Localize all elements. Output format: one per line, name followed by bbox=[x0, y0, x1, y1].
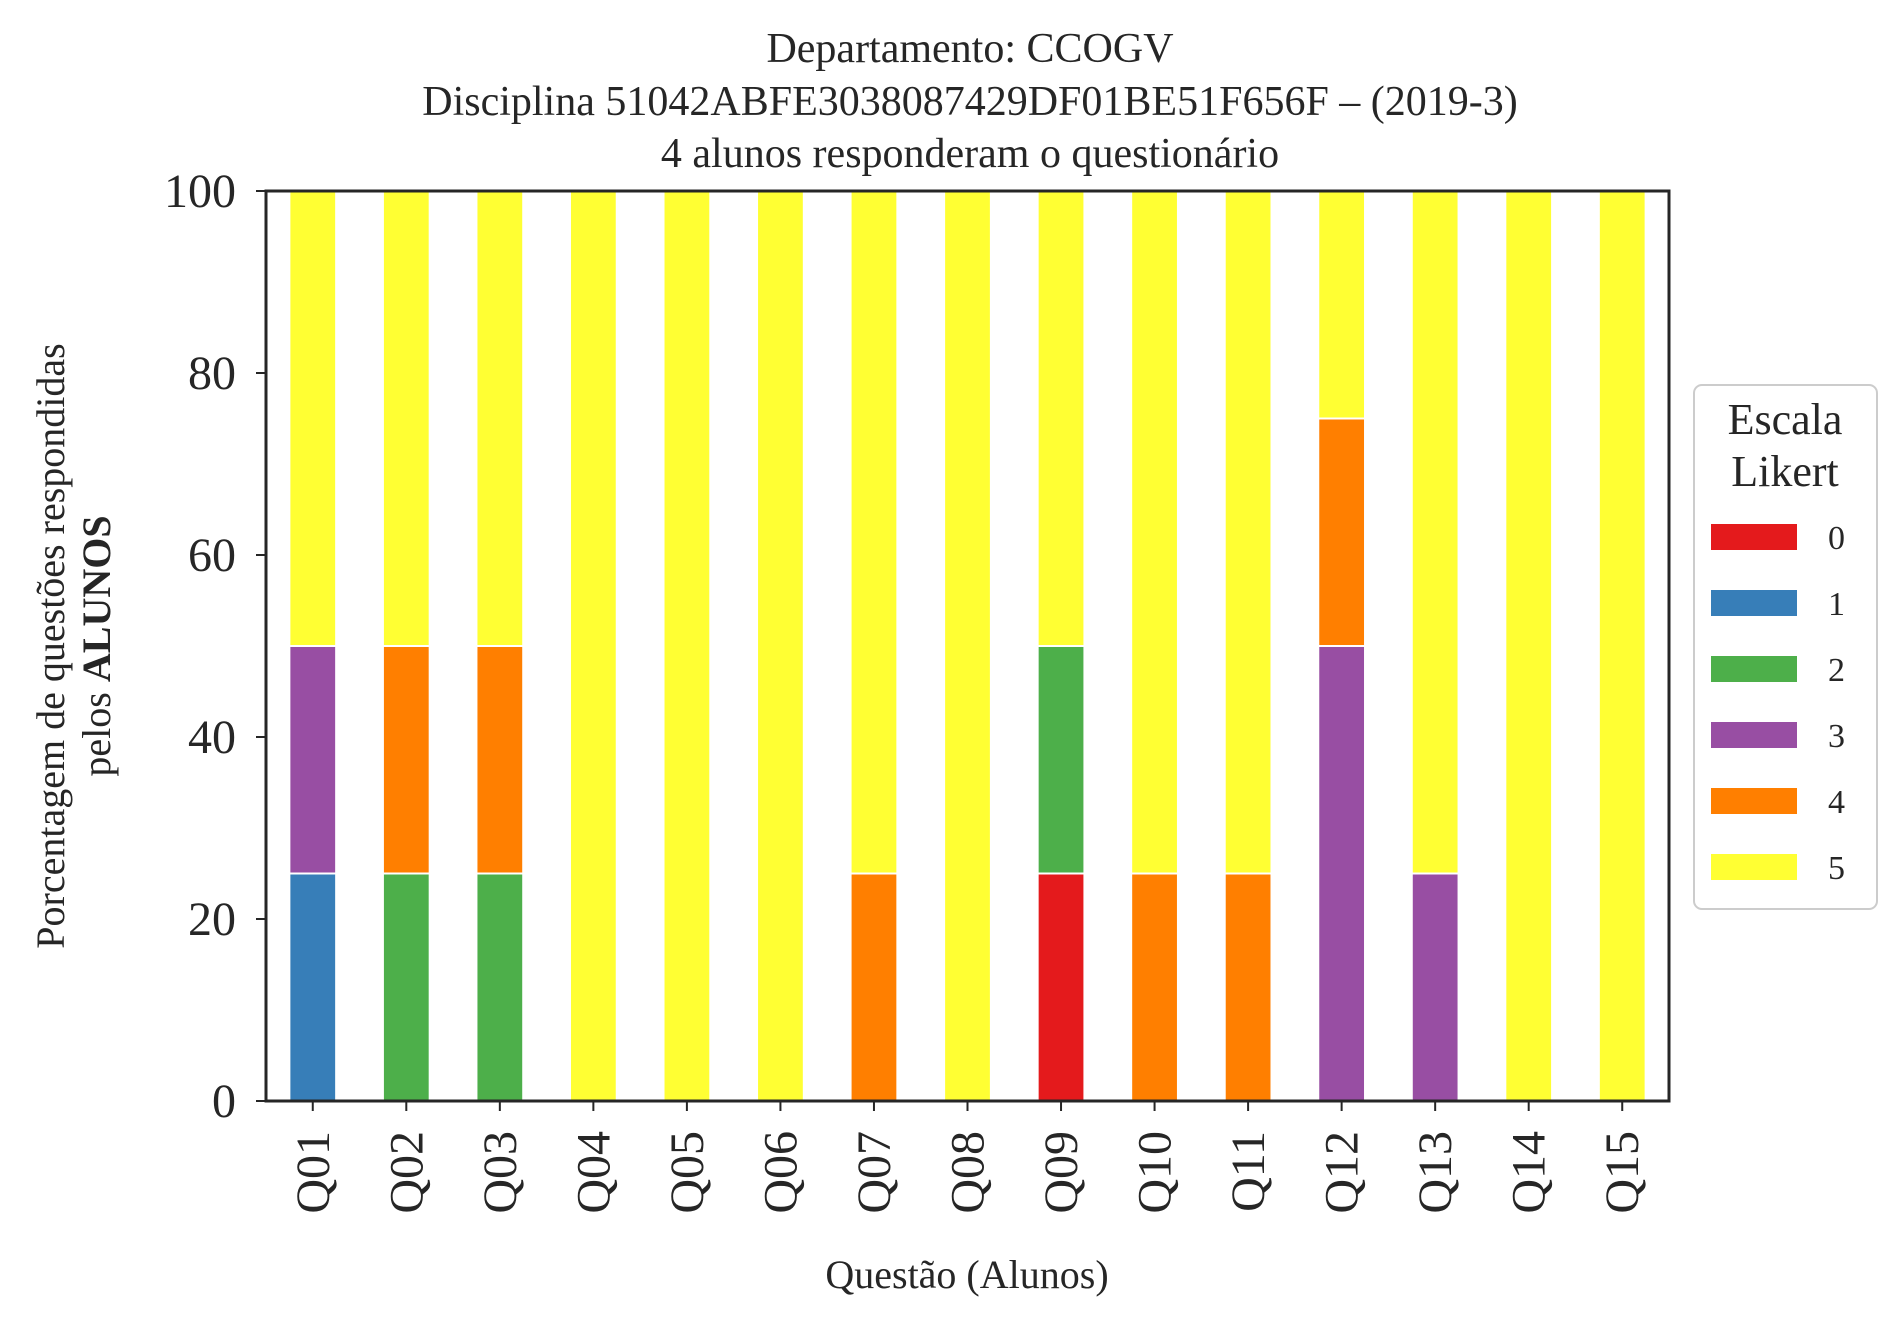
legend-swatch-3 bbox=[1711, 722, 1797, 748]
legend-label-3: 3 bbox=[1828, 718, 1845, 755]
legend-swatch-4 bbox=[1711, 788, 1797, 814]
legend-box bbox=[1693, 384, 1878, 910]
chart-title-line-2: Disciplina 51042ABFE3038087429DF01BE51F6… bbox=[422, 79, 1518, 125]
chart-title: Departamento: CCOGV Disciplina 51042ABFE… bbox=[422, 26, 1518, 177]
legend: Escala Likert 0 1 2 3 4 5 bbox=[1693, 384, 1878, 910]
x-tick-label-q03: Q03 bbox=[474, 1131, 527, 1214]
bar-segment-q02-level-5 bbox=[381, 190, 431, 647]
y-tick-label: 60 bbox=[188, 529, 236, 582]
y-axis-label-line-2: pelos ALUNOS bbox=[74, 515, 119, 776]
x-tick-label-q15: Q15 bbox=[1596, 1131, 1649, 1214]
bar-segment-q09-level-0 bbox=[1036, 872, 1086, 1102]
bar-segment-q03-level-2 bbox=[475, 872, 525, 1102]
y-axis-label-prefix: pelos bbox=[74, 682, 119, 776]
bar-segment-q01-level-5 bbox=[288, 190, 338, 647]
y-tick-label: 80 bbox=[188, 347, 236, 400]
x-tick-label-q09: Q09 bbox=[1035, 1131, 1088, 1214]
bar-segment-q07-level-5 bbox=[849, 190, 899, 875]
y-tick-label: 0 bbox=[212, 1075, 236, 1128]
bar-segment-q02-level-2 bbox=[381, 872, 431, 1102]
x-tick-label-q05: Q05 bbox=[661, 1131, 714, 1214]
legend-swatch-5 bbox=[1711, 854, 1797, 880]
y-axis-ticks: 0 20 40 60 80 100 bbox=[164, 165, 266, 1128]
bar-segment-q11-level-5 bbox=[1223, 190, 1273, 875]
x-tick-label-q12: Q12 bbox=[1316, 1131, 1369, 1214]
x-tick-label-q06: Q06 bbox=[754, 1131, 807, 1214]
bar-segment-q02-level-4 bbox=[381, 645, 431, 875]
plot-frame bbox=[264, 189, 1671, 1103]
bar-segment-q14-level-5 bbox=[1504, 190, 1554, 1102]
bar-segment-q01-level-3 bbox=[288, 645, 338, 875]
bar-segment-q10-level-4 bbox=[1130, 872, 1179, 1102]
bar-segment-q06-level-5 bbox=[756, 190, 805, 1102]
legend-label-1: 1 bbox=[1828, 586, 1845, 623]
x-tick-label-q08: Q08 bbox=[942, 1131, 995, 1214]
chart-title-line-1: Departamento: CCOGV bbox=[766, 26, 1173, 72]
bar-segment-q04-level-5 bbox=[568, 190, 618, 1102]
legend-label-2: 2 bbox=[1828, 652, 1845, 689]
bar-segment-q08-level-5 bbox=[943, 190, 992, 1102]
x-axis-ticks: Q01 Q02 Q03 Q04 Q05 Q06 Q07 Q08 Q09 Q10 Q11 Q12 Q13 Q… bbox=[287, 1101, 1649, 1214]
y-tick-label: 40 bbox=[188, 711, 236, 764]
legend-title-line-1: Escala bbox=[1728, 395, 1843, 444]
bar-segment-q15-level-5 bbox=[1597, 190, 1647, 1102]
bar-segment-q12-level-3 bbox=[1317, 645, 1367, 1102]
legend-label-5: 5 bbox=[1828, 850, 1845, 887]
y-tick-label: 100 bbox=[164, 165, 236, 218]
y-axis-label-bold: ALUNOS bbox=[74, 515, 119, 682]
legend-label-0: 0 bbox=[1828, 520, 1845, 557]
bar-segment-q03-level-5 bbox=[475, 190, 525, 647]
legend-title-line-2: Likert bbox=[1731, 447, 1839, 496]
bar-segment-q12-level-4 bbox=[1317, 417, 1367, 647]
x-tick-label-q14: Q14 bbox=[1503, 1131, 1556, 1214]
bar-segment-q09-level-5 bbox=[1036, 190, 1086, 647]
bar-segment-q10-level-5 bbox=[1130, 190, 1179, 875]
bar-segment-q13-level-5 bbox=[1410, 190, 1460, 875]
y-tick-label: 20 bbox=[188, 893, 236, 946]
bar-segment-q12-level-5 bbox=[1317, 190, 1367, 420]
bar-segment-q11-level-4 bbox=[1223, 872, 1273, 1102]
bars-group bbox=[288, 190, 1647, 1102]
bar-segment-q05-level-5 bbox=[662, 190, 712, 1102]
x-tick-label-q10: Q10 bbox=[1129, 1131, 1182, 1214]
legend-label-4: 4 bbox=[1828, 784, 1845, 821]
y-axis-label-line-1: Porcentagem de questões respondidas bbox=[28, 343, 73, 948]
x-tick-label-q07: Q07 bbox=[848, 1131, 901, 1214]
bar-segment-q01-level-1 bbox=[288, 872, 338, 1102]
x-tick-label-q02: Q02 bbox=[380, 1131, 433, 1214]
x-tick-label-q01: Q01 bbox=[287, 1131, 340, 1214]
x-axis-label: Questão (Alunos) bbox=[825, 1252, 1108, 1297]
bar-segment-q09-level-2 bbox=[1036, 645, 1086, 875]
legend-swatch-2 bbox=[1711, 656, 1797, 682]
x-tick-label-q11: Q11 bbox=[1222, 1131, 1275, 1212]
y-axis-label: Porcentagem de questões respondidas pelo… bbox=[28, 343, 119, 948]
x-tick-label-q04: Q04 bbox=[567, 1131, 620, 1214]
bar-segment-q13-level-3 bbox=[1410, 872, 1460, 1102]
legend-items: 0 1 2 3 4 5 bbox=[1711, 520, 1845, 887]
bar-segment-q07-level-4 bbox=[849, 872, 899, 1102]
x-tick-label-q13: Q13 bbox=[1409, 1131, 1462, 1214]
chart-title-line-3: 4 alunos responderam o questionário bbox=[661, 131, 1279, 177]
legend-swatch-0 bbox=[1711, 524, 1797, 550]
legend-swatch-1 bbox=[1711, 590, 1797, 616]
bar-segment-q03-level-4 bbox=[475, 645, 525, 875]
